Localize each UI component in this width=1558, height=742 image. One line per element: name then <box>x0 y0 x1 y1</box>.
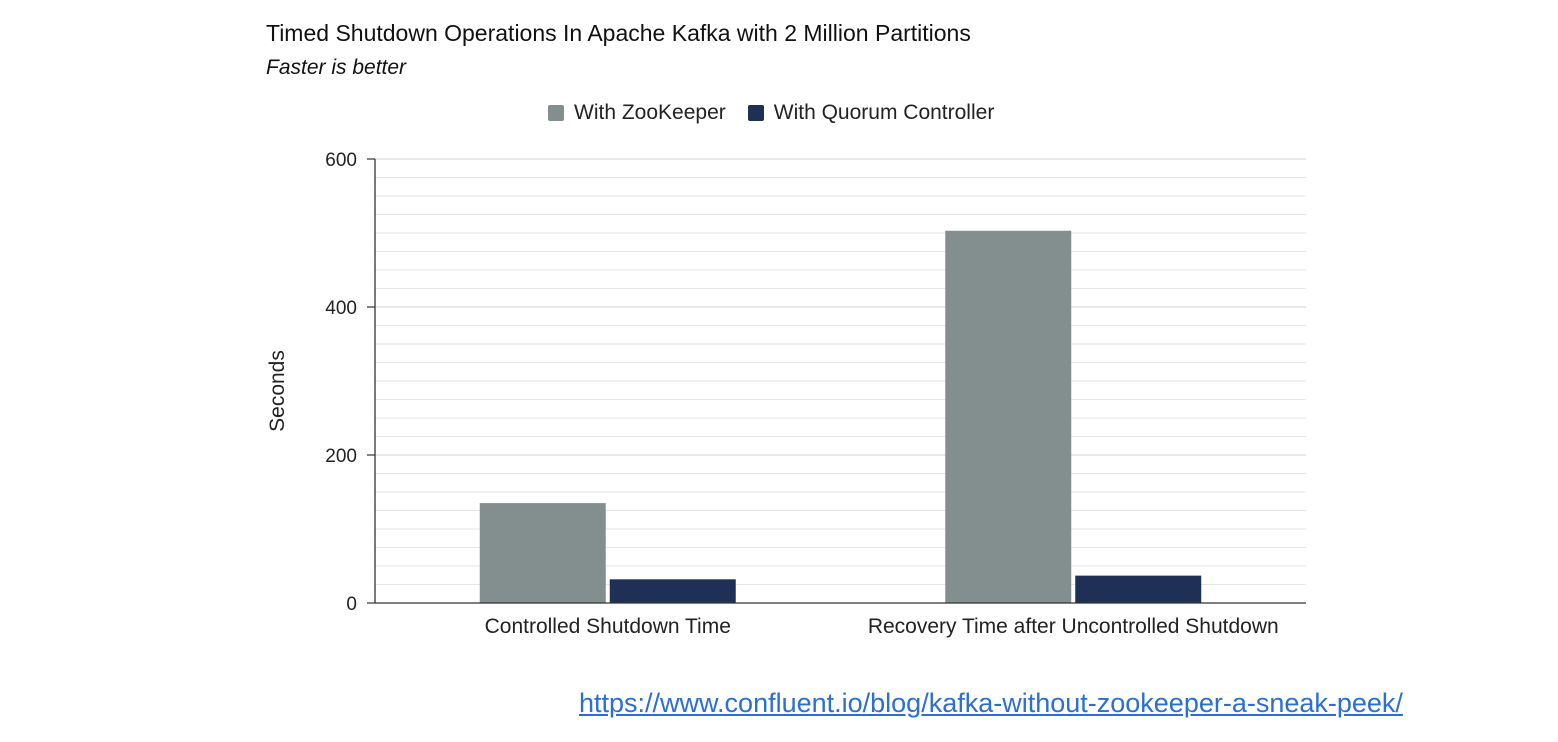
legend-swatch-quorum-controller <box>747 105 764 121</box>
y-tick-label: 200 <box>325 446 357 467</box>
bar-zookeeper <box>945 230 1072 603</box>
legend-item-quorum-controller: With Quorum Controller <box>747 101 995 125</box>
chart-legend: With ZooKeeper With Quorum Controller <box>548 101 1016 125</box>
legend-swatch-zookeeper <box>548 105 564 121</box>
y-axis-title: Seconds <box>266 350 289 432</box>
x-category-label: Recovery Time after Uncontrolled Shutdow… <box>868 615 1279 638</box>
y-tick-label: 600 <box>325 150 357 171</box>
legend-label-quorum-controller: With Quorum Controller <box>773 101 995 124</box>
chart-title: Timed Shutdown Operations In Apache Kafk… <box>266 20 971 46</box>
legend-label-zookeeper: With ZooKeeper <box>574 101 726 124</box>
y-tick-label: 400 <box>325 298 357 319</box>
chart-subtitle: Faster is better <box>266 56 407 79</box>
bar-quorum-controller <box>609 579 736 603</box>
y-tick-label: 0 <box>346 594 357 615</box>
source-link[interactable]: https://www.confluent.io/blog/kafka-with… <box>579 688 1403 718</box>
x-category-label: Controlled Shutdown Time <box>485 615 731 638</box>
legend-item-zookeeper: With ZooKeeper <box>548 101 726 125</box>
bar-quorum-controller <box>1075 575 1202 603</box>
bar-zookeeper <box>479 503 606 603</box>
bar-chart: 0 200 400 600 Controlled Shutdown Time Recove… <box>266 150 1306 638</box>
